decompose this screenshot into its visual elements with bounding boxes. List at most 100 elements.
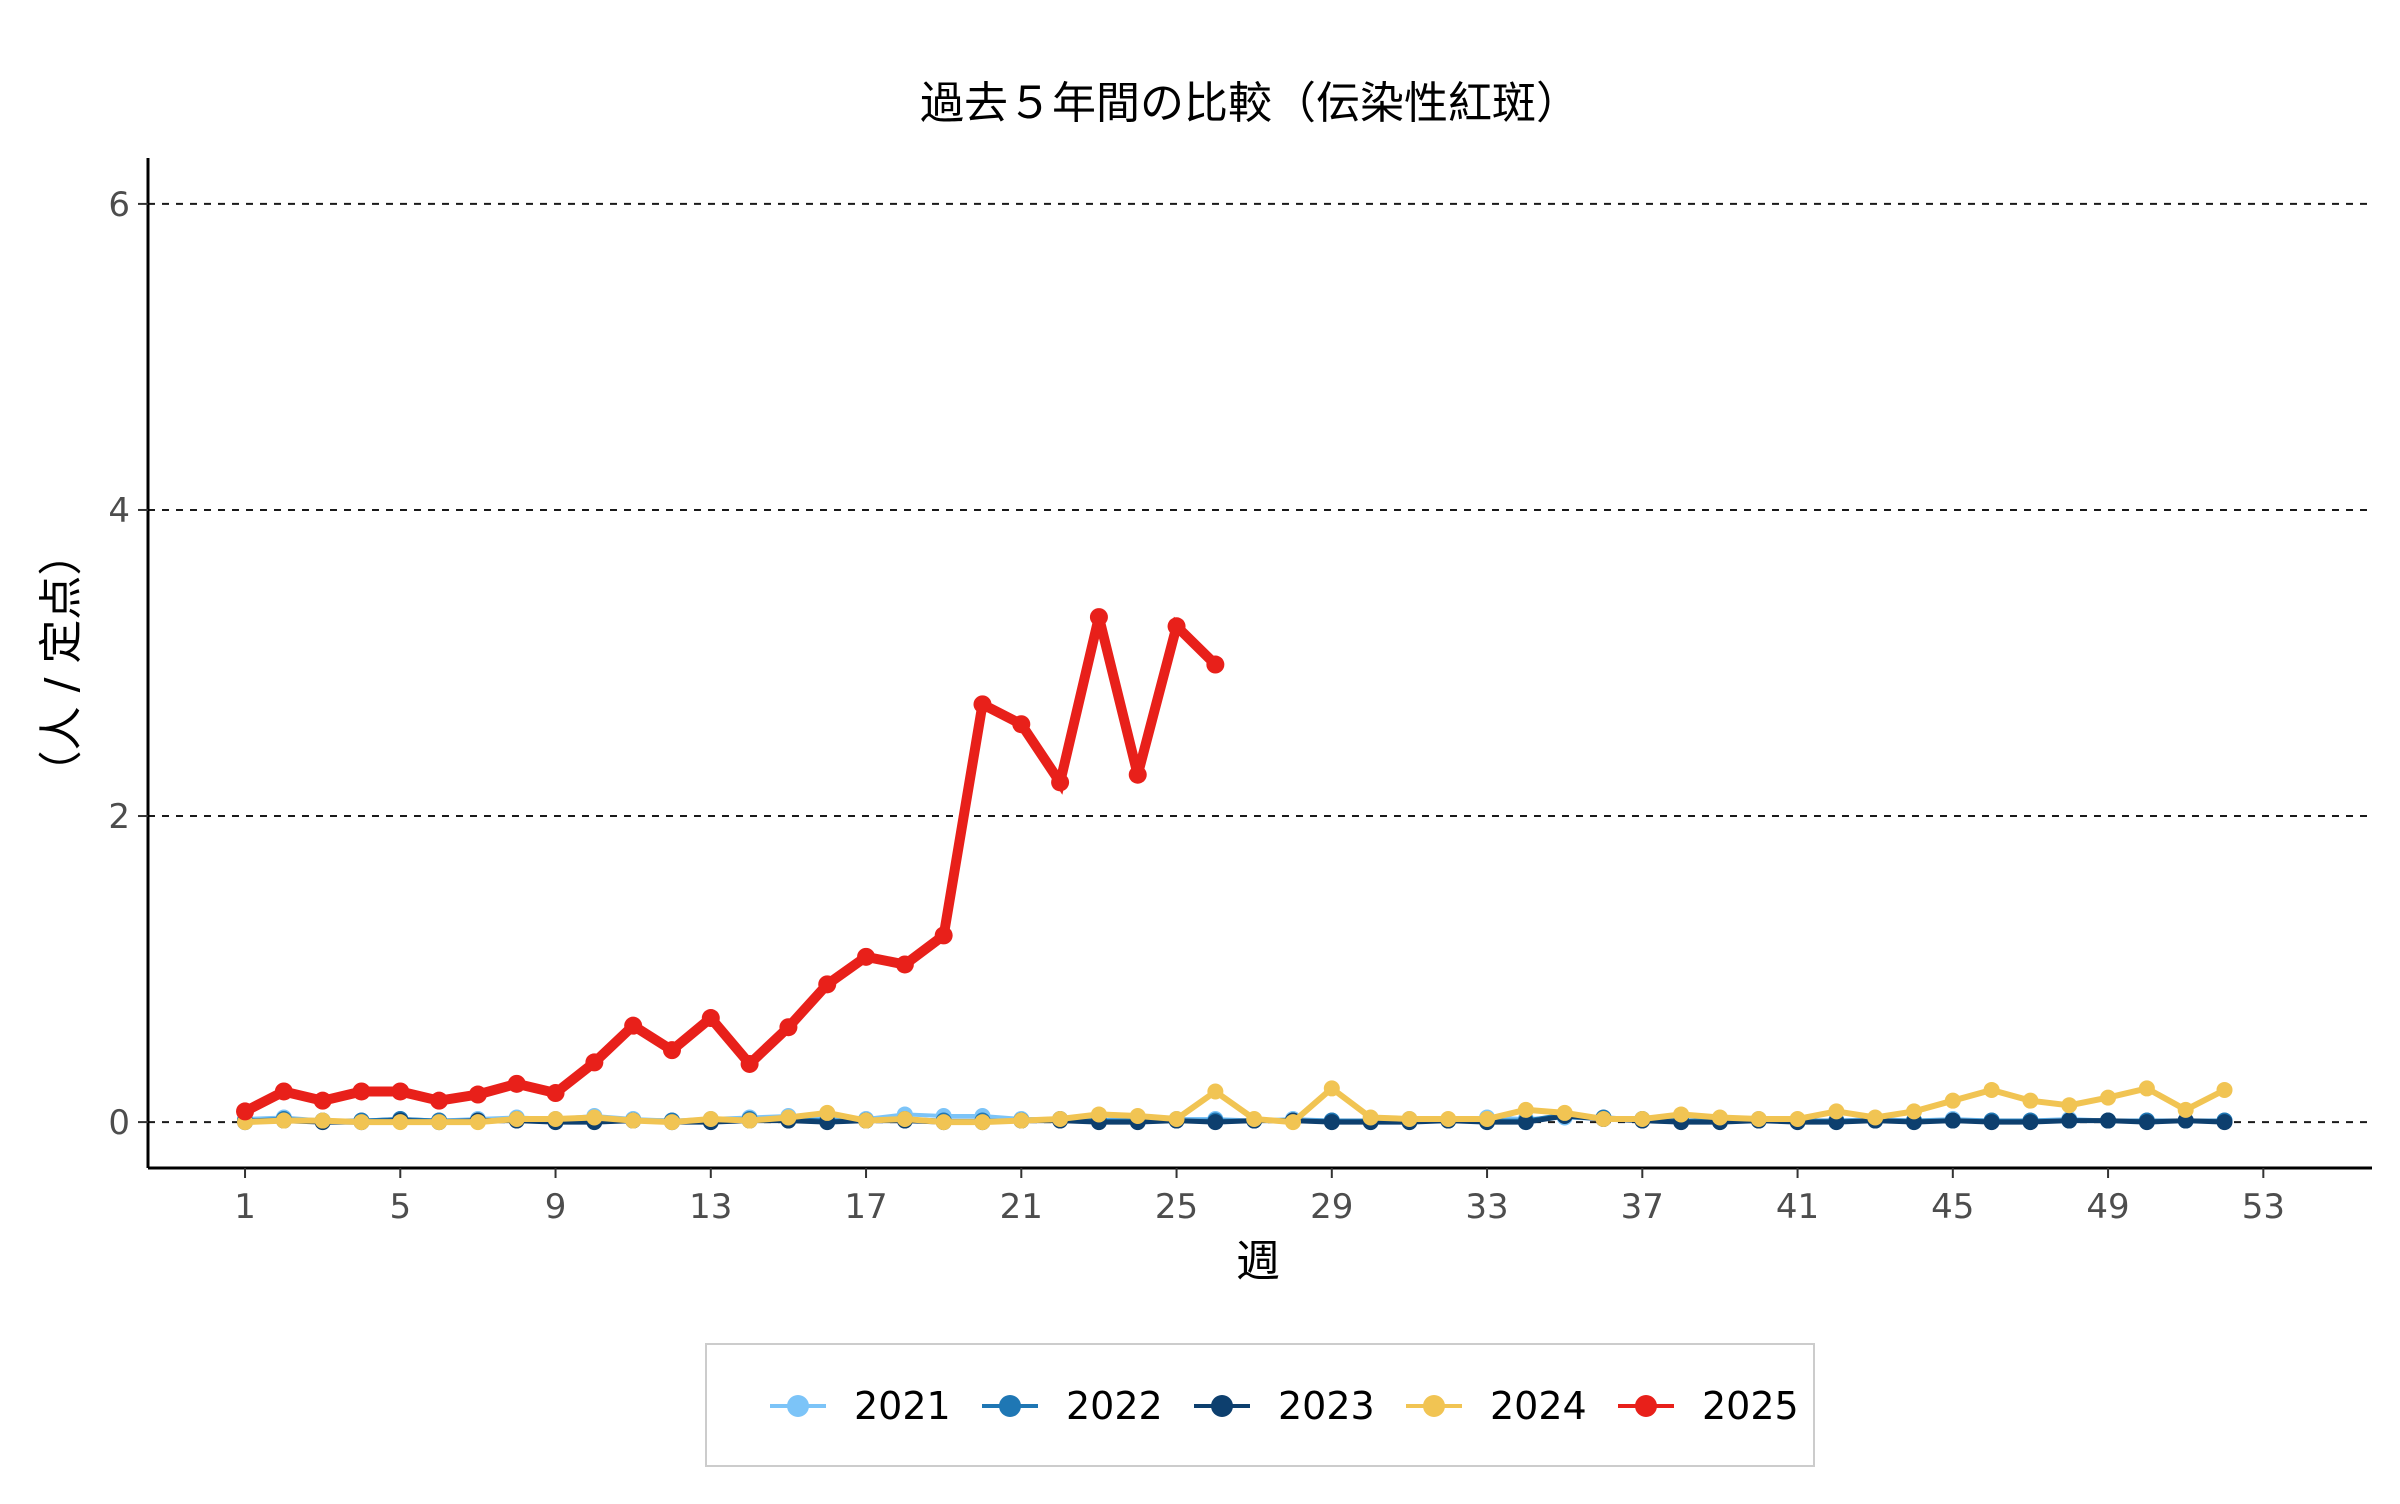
y-tick-label-4: 4 <box>108 491 130 531</box>
legend-item-2021: 2021 <box>770 1384 951 1428</box>
chart-title: 過去５年間の比較（伝染性紅斑） <box>920 78 1580 129</box>
data-point-2024-w52 <box>2216 1081 2233 1098</box>
series-line-2024 <box>242 1084 2228 1126</box>
data-point-2024-w20 <box>974 1114 991 1131</box>
axes-layer: 0 2 4 6 1 5 9 13 17 21 25 29 33 37 41 45 49 53 <box>108 158 2372 1227</box>
data-point-2025-w21 <box>1012 715 1031 734</box>
data-point-2024-w25 <box>1168 1111 1185 1128</box>
y-tick-label-0: 0 <box>108 1103 130 1143</box>
y-tick-label-2: 2 <box>108 797 130 837</box>
series-2025 <box>236 608 1225 1121</box>
data-point-2025-w13 <box>701 1009 720 1028</box>
legend-item-2023: 2023 <box>1194 1384 1375 1428</box>
data-point-2025-w11 <box>624 1016 643 1035</box>
x-tick-label-33: 33 <box>1465 1187 1508 1227</box>
data-point-2025-w4 <box>352 1082 371 1101</box>
data-point-2024-w6 <box>431 1114 448 1131</box>
data-point-2023-w29 <box>1323 1114 1340 1131</box>
data-point-2024-w10 <box>586 1109 603 1126</box>
data-point-2025-w26 <box>1206 655 1225 674</box>
series-2024 <box>237 1080 2233 1131</box>
series-layer <box>236 608 2233 1131</box>
data-point-2023-w34 <box>1517 1114 1534 1131</box>
x-tick-label-41: 41 <box>1776 1187 1819 1227</box>
x-tick-label-37: 37 <box>1621 1187 1664 1227</box>
y-tick-label-6: 6 <box>108 185 130 225</box>
data-point-2025-w18 <box>895 955 914 974</box>
data-point-2024-w33 <box>1479 1111 1496 1128</box>
data-point-2024-w44 <box>1906 1103 1923 1120</box>
x-tick-label-25: 25 <box>1155 1187 1198 1227</box>
legend-item-2024: 2024 <box>1406 1384 1587 1428</box>
data-point-2023-w50 <box>2138 1114 2155 1131</box>
data-point-2024-w12 <box>663 1114 680 1131</box>
data-point-2023-w48 <box>2061 1112 2078 1129</box>
x-tick-label-45: 45 <box>1931 1187 1974 1227</box>
series-line-2023 <box>242 1113 2227 1125</box>
data-point-2025-w23 <box>1089 608 1108 627</box>
data-point-2023-w26 <box>1207 1114 1224 1131</box>
data-point-2024-w4 <box>353 1114 370 1131</box>
x-tick-label-9: 9 <box>545 1187 567 1227</box>
data-point-2024-w19 <box>935 1114 952 1131</box>
legend-item-2025: 2025 <box>1618 1384 1799 1428</box>
data-point-2024-w8 <box>508 1111 525 1128</box>
legend-swatch-marker-2022 <box>999 1395 1021 1417</box>
data-point-2025-w8 <box>507 1074 526 1093</box>
data-point-2025-w3 <box>313 1091 332 1110</box>
data-point-2024-w47 <box>2022 1092 2039 1109</box>
data-point-2023-w49 <box>2100 1112 2117 1129</box>
x-tick-label-13: 13 <box>689 1187 732 1227</box>
legend-label-2025: 2025 <box>1702 1384 1799 1428</box>
data-point-2025-w24 <box>1128 765 1147 784</box>
data-point-2024-w23 <box>1090 1106 1107 1123</box>
data-point-2025-w15 <box>779 1018 798 1037</box>
data-point-2024-w51 <box>2177 1101 2194 1118</box>
data-point-2025-w16 <box>818 975 837 994</box>
data-point-2024-w21 <box>1013 1112 1030 1129</box>
y-axis-title: （人 / 定点） <box>36 532 87 795</box>
data-point-2025-w5 <box>391 1082 410 1101</box>
data-point-2023-w47 <box>2022 1114 2039 1131</box>
data-point-2024-w24 <box>1129 1107 1146 1124</box>
x-tick-label-1: 1 <box>234 1187 256 1227</box>
legend-label-2022: 2022 <box>1066 1384 1163 1428</box>
data-point-2024-w46 <box>1983 1081 2000 1098</box>
series-line-2025 <box>240 615 1221 1117</box>
data-point-2025-w25 <box>1167 617 1186 636</box>
legend-item-2022: 2022 <box>982 1384 1163 1428</box>
data-point-2024-w16 <box>819 1104 836 1121</box>
data-point-2025-w19 <box>934 926 953 945</box>
data-point-2024-w34 <box>1517 1101 1534 1118</box>
data-point-2024-w39 <box>1711 1109 1728 1126</box>
legend-label-2023: 2023 <box>1278 1384 1375 1428</box>
legend-swatch-marker-2025 <box>1635 1395 1657 1417</box>
data-point-2024-w36 <box>1595 1111 1612 1128</box>
data-point-2025-w9 <box>546 1084 565 1103</box>
data-point-2024-w48 <box>2061 1097 2078 1114</box>
x-tick-label-5: 5 <box>389 1187 411 1227</box>
data-point-2024-w5 <box>392 1114 409 1131</box>
legend-swatch-marker-2023 <box>1211 1395 1233 1417</box>
data-point-2024-w15 <box>780 1109 797 1126</box>
data-point-2024-w42 <box>1828 1103 1845 1120</box>
data-point-2024-w11 <box>625 1112 642 1129</box>
data-point-2024-w49 <box>2100 1089 2117 1106</box>
legend-items: 2021 2022 2023 2024 2025 <box>770 1384 1799 1428</box>
data-point-2024-w31 <box>1401 1111 1418 1128</box>
data-point-2024-w38 <box>1673 1106 1690 1123</box>
data-point-2024-w40 <box>1750 1111 1767 1128</box>
data-point-2025-w17 <box>857 947 876 966</box>
data-point-2025-w6 <box>430 1091 449 1110</box>
legend-label-2021: 2021 <box>854 1384 951 1428</box>
x-tick-label-53: 53 <box>2242 1187 2285 1227</box>
data-point-2024-w14 <box>741 1112 758 1129</box>
data-point-2023-w45 <box>1944 1112 1961 1129</box>
data-point-2025-w7 <box>468 1085 487 1104</box>
data-point-2024-w22 <box>1052 1111 1069 1128</box>
legend-label-2024: 2024 <box>1490 1384 1587 1428</box>
data-point-2025-w12 <box>662 1041 681 1060</box>
data-point-2025-w14 <box>740 1054 759 1073</box>
